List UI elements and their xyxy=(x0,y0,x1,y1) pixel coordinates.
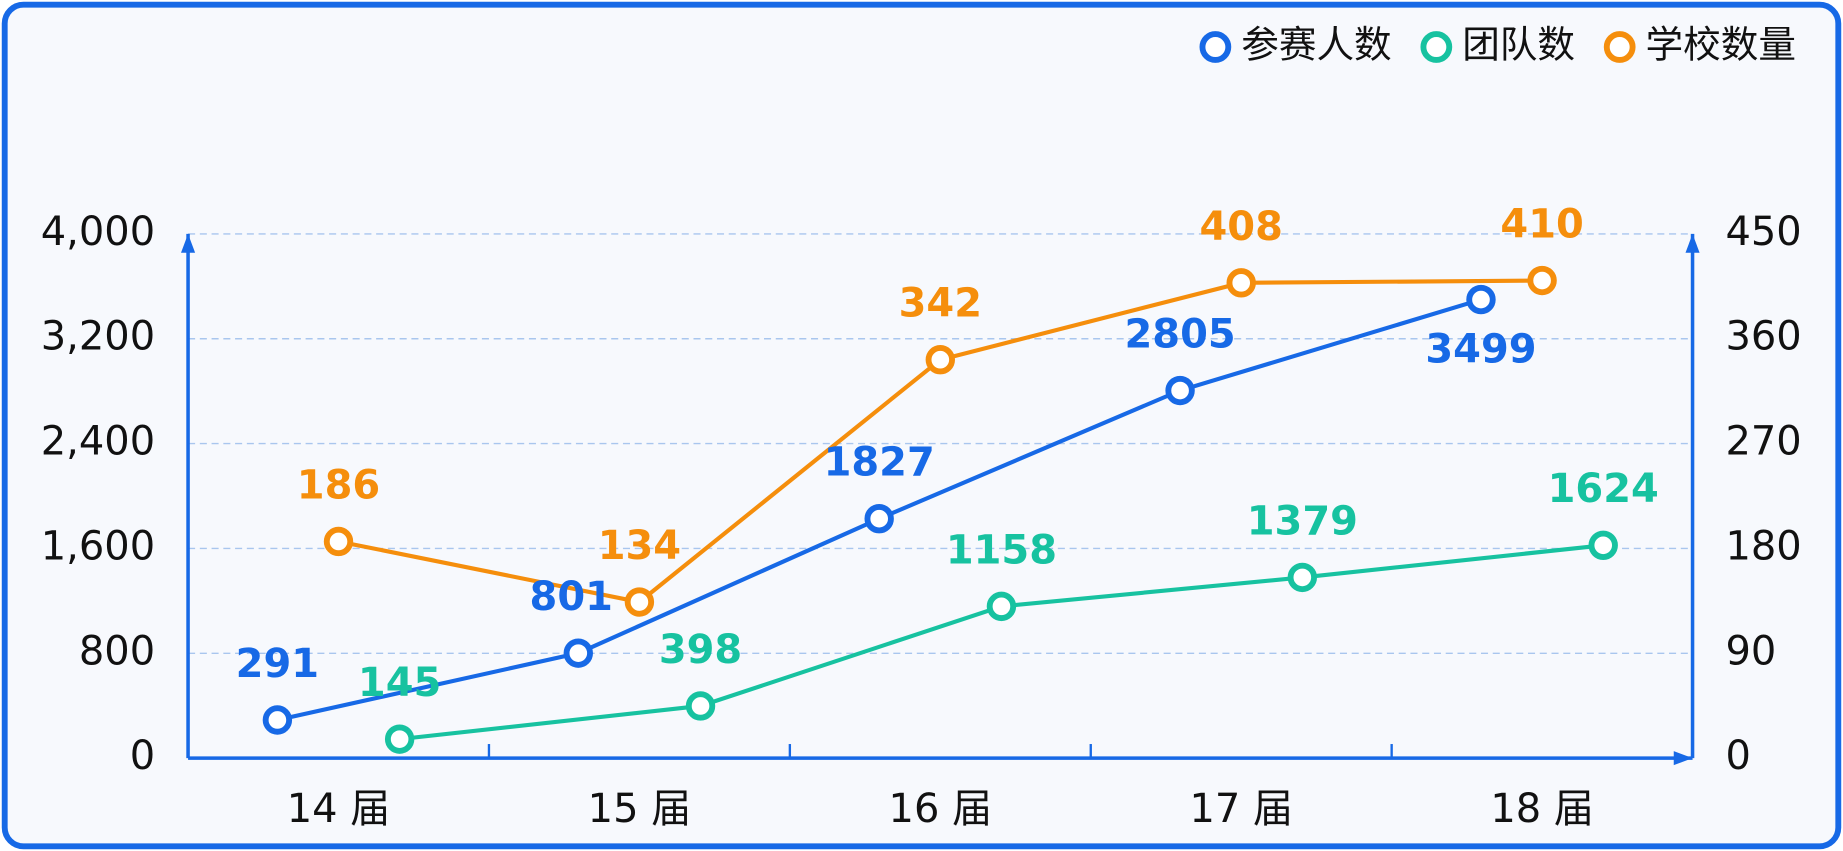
y-tick-label: 2,400 xyxy=(41,419,155,465)
axis-arrow xyxy=(1673,751,1693,766)
legend-label: 参赛人数 xyxy=(1241,23,1391,67)
y2-tick-label: 180 xyxy=(1725,523,1801,569)
data-label: 145 xyxy=(358,660,441,706)
data-label: 1158 xyxy=(946,527,1057,573)
x-tick-label: 17 届 xyxy=(1189,786,1293,832)
data-label: 3499 xyxy=(1425,326,1536,372)
x-tick-label: 18 届 xyxy=(1490,786,1594,832)
data-point xyxy=(685,691,716,721)
data-point xyxy=(925,345,955,375)
axis-arrow xyxy=(1685,233,1700,253)
axis-arrow xyxy=(181,233,196,253)
data-point xyxy=(563,638,593,668)
data-point xyxy=(1287,562,1318,593)
y2-tick-label: 90 xyxy=(1725,628,1776,674)
legend-label: 学校数量 xyxy=(1646,23,1796,67)
y2-tick-label: 450 xyxy=(1725,209,1801,255)
x-tick-label: 15 届 xyxy=(588,786,692,832)
data-label: 291 xyxy=(236,641,319,687)
data-point xyxy=(624,587,655,617)
data-label: 1624 xyxy=(1548,466,1659,512)
legend-marker xyxy=(1603,31,1636,63)
legend-label: 团队数 xyxy=(1462,23,1575,67)
x-tick-label: 16 届 xyxy=(889,786,993,832)
y2-tick-label: 360 xyxy=(1725,314,1801,360)
data-point xyxy=(1588,530,1618,560)
y2-tick-label: 0 xyxy=(1725,733,1750,779)
data-label: 1379 xyxy=(1247,498,1358,544)
data-label: 408 xyxy=(1200,204,1283,250)
data-point xyxy=(1466,284,1496,315)
y-tick-label: 800 xyxy=(79,628,155,674)
y-tick-label: 4,000 xyxy=(41,209,155,255)
data-label: 134 xyxy=(598,523,681,569)
data-point xyxy=(986,591,1017,622)
data-point xyxy=(864,504,894,534)
data-label: 342 xyxy=(899,281,982,327)
legend-marker xyxy=(1199,31,1232,63)
y-tick-label: 3,200 xyxy=(41,314,155,360)
x-tick-label: 14 届 xyxy=(287,786,391,832)
data-label: 1827 xyxy=(824,440,935,486)
data-point xyxy=(1226,268,1256,298)
data-point xyxy=(384,724,415,754)
data-point xyxy=(262,705,293,735)
data-point xyxy=(1527,265,1557,296)
data-label: 410 xyxy=(1500,201,1583,247)
data-label: 398 xyxy=(659,627,742,673)
data-point xyxy=(1165,375,1195,406)
y2-tick-label: 270 xyxy=(1725,419,1801,465)
legend-marker xyxy=(1420,31,1453,63)
data-point xyxy=(323,526,354,557)
data-label: 801 xyxy=(530,574,613,620)
y-tick-label: 1,600 xyxy=(41,523,155,569)
data-label: 2805 xyxy=(1124,311,1235,357)
y-tick-label: 0 xyxy=(130,733,155,779)
data-label: 186 xyxy=(297,462,380,508)
